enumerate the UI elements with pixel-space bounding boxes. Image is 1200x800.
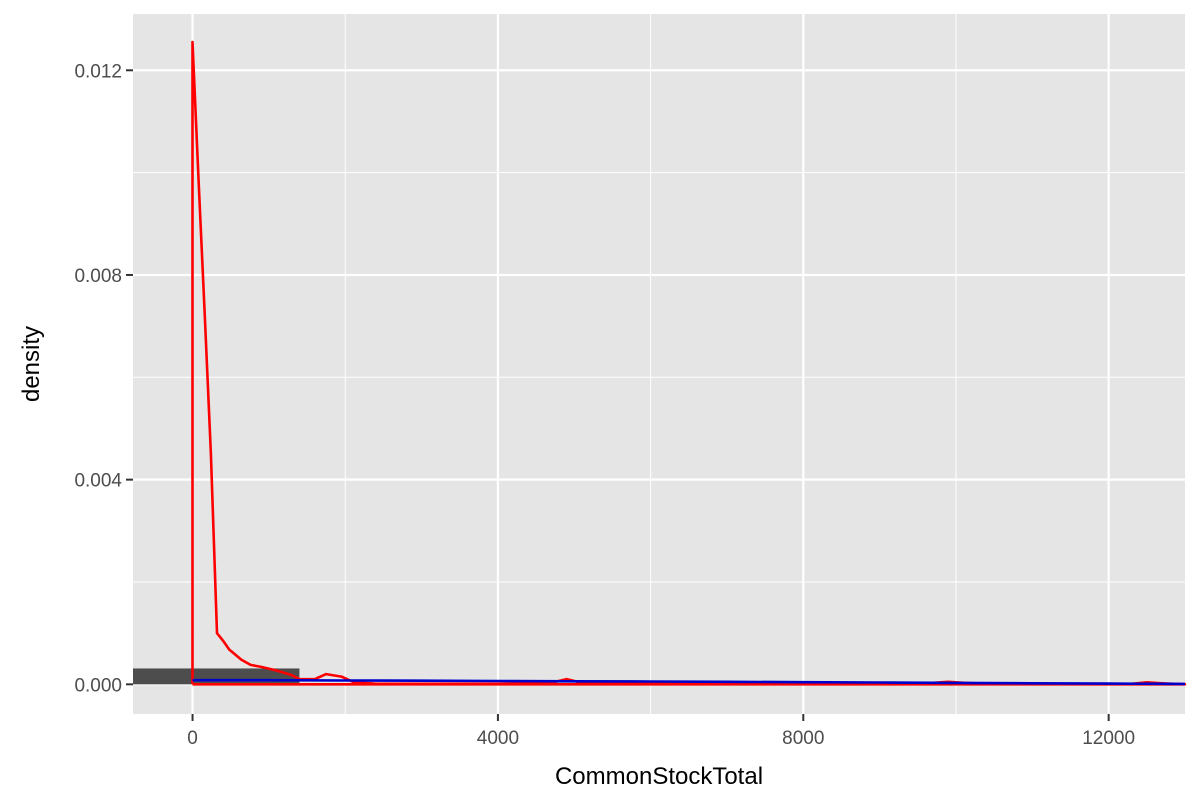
x-tick-label: 4000 xyxy=(477,728,519,749)
y-axis: 0.000 0.004 0.008 0.012 xyxy=(74,61,133,696)
plot-panel xyxy=(133,14,1185,714)
x-tick-label: 8000 xyxy=(782,728,824,749)
x-axis: 0 4000 8000 12000 xyxy=(187,714,1135,749)
y-tick-label: 0.000 xyxy=(74,675,122,696)
curves xyxy=(191,40,1187,686)
normal-curve xyxy=(192,678,1186,686)
y-tick-label: 0.012 xyxy=(74,61,122,82)
x-axis-title: CommonStockTotal xyxy=(555,763,763,790)
x-tick-label: 12000 xyxy=(1082,728,1135,749)
y-tick-label: 0.004 xyxy=(74,471,122,492)
x-tick-label: 0 xyxy=(187,728,198,749)
y-tick-label: 0.008 xyxy=(74,266,122,287)
grid-minor xyxy=(133,14,1185,714)
y-axis-title: density xyxy=(18,326,45,402)
